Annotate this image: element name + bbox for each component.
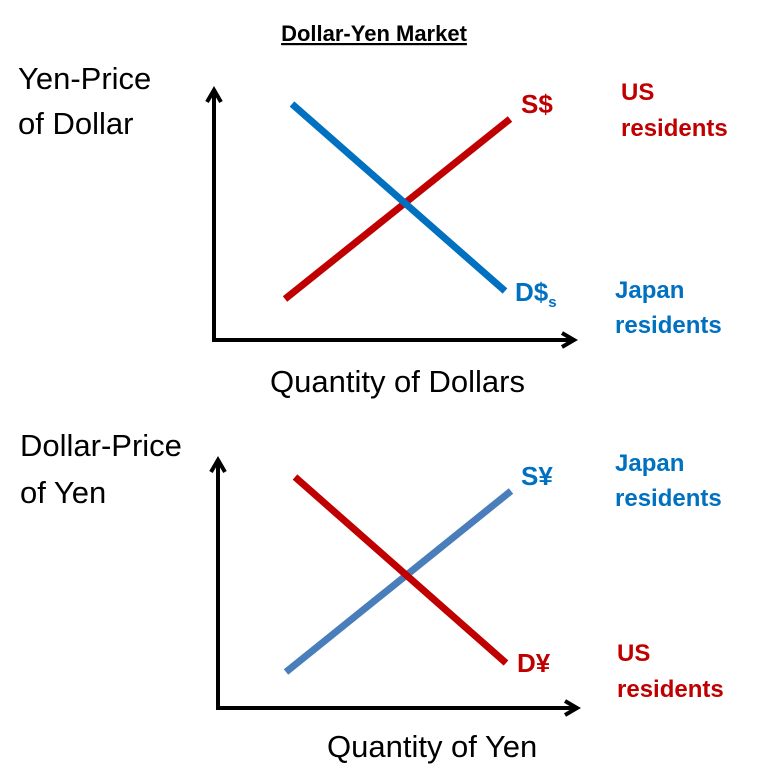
top-demand-label-subscript: s xyxy=(548,294,556,311)
bottom-supply-side-line1: Japan xyxy=(615,450,684,477)
bottom-demand-side-line1: US xyxy=(617,640,650,667)
bottom-y-axis-label-line1: Dollar-Price xyxy=(20,428,182,463)
top-y-axis-label-line1: Yen-Price xyxy=(18,61,151,96)
bottom-supply-label: S¥ xyxy=(521,461,553,491)
top-panel: Yen-Price of Dollar S$ D$s US residents … xyxy=(18,61,728,399)
top-y-axis-arrow xyxy=(205,86,223,104)
top-x-axis-arrow xyxy=(560,331,578,349)
top-y-axis-label-line2: of Dollar xyxy=(18,106,133,141)
bottom-supply-curve xyxy=(283,488,514,675)
top-demand-label: D$s xyxy=(515,277,557,311)
top-demand-side-line1: Japan xyxy=(615,277,684,304)
top-supply-curve xyxy=(282,116,513,302)
bottom-demand-side-line2: residents xyxy=(617,676,724,703)
bottom-x-axis-arrow xyxy=(563,699,581,717)
top-demand-side-line2: residents xyxy=(615,312,722,339)
top-supply-side-line1: US xyxy=(621,79,654,106)
bottom-demand-label: D¥ xyxy=(517,648,551,678)
bottom-y-axis-arrow xyxy=(209,456,227,474)
bottom-y-axis-label-line2: of Yen xyxy=(20,475,106,510)
top-demand-label-main: D$ xyxy=(515,277,549,307)
bottom-panel: Dollar-Price of Yen S¥ D¥ Japan resident… xyxy=(20,428,724,764)
top-supply-label: S$ xyxy=(521,89,553,119)
bottom-x-axis-label: Quantity of Yen xyxy=(327,729,537,764)
bottom-demand-curve xyxy=(292,474,509,666)
top-demand-curve xyxy=(289,101,508,294)
top-x-axis-label: Quantity of Dollars xyxy=(270,364,525,399)
top-supply-side-line2: residents xyxy=(621,115,728,142)
diagram-title: Dollar-Yen Market xyxy=(281,21,468,46)
bottom-supply-side-line2: residents xyxy=(615,485,722,512)
